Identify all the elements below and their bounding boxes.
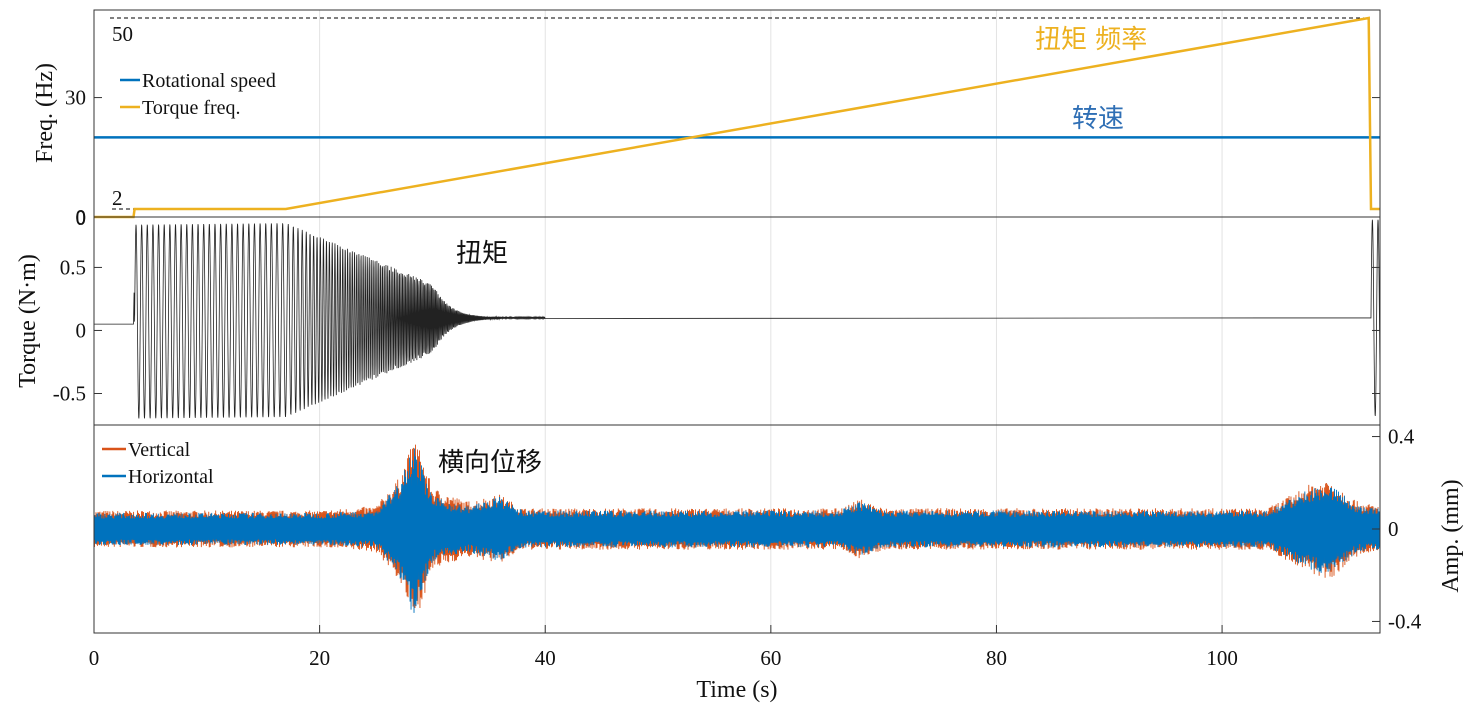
displacement-y-axis-title: Amp. (mm) xyxy=(1438,479,1464,592)
frequency-ticks: 0 30 xyxy=(65,86,1380,229)
torque-ticks: -0.5 0 0.5 0 xyxy=(53,206,1380,405)
torque-series xyxy=(94,219,1381,419)
series-line-torque-freq xyxy=(94,16,1380,219)
torque-y-tick-label-2: 0.5 xyxy=(60,255,86,279)
annotation-torque-frequency: 扭矩 频率 xyxy=(1035,25,1147,55)
torque-y-axis-title: Torque (N·m) xyxy=(15,254,41,388)
x-tick-label-0: 0 xyxy=(89,646,100,670)
amp-y-tick-label-0: -0.4 xyxy=(1388,609,1422,633)
amp-y-tick-label-2: 0.4 xyxy=(1388,425,1415,449)
amp-y-tick-label-1: 0 xyxy=(1388,517,1399,541)
x-axis-title: Time (s) xyxy=(696,677,777,703)
legend-label-horizontal: Horizontal xyxy=(128,466,214,488)
freq-ref-label-50: 50 xyxy=(112,22,133,46)
freq-y-tick-label-0: 0 xyxy=(76,205,87,229)
legend-label-vertical: Vertical xyxy=(128,439,191,461)
torque-y-tick-label-0: -0.5 xyxy=(53,381,86,405)
legend-label-torque-freq: Torque freq. xyxy=(142,97,241,119)
displacement-series xyxy=(93,444,1381,613)
annotation-lateral-displacement: 横向位移 xyxy=(438,448,542,478)
annotation-torque: 扭矩 xyxy=(456,239,508,269)
frequency-axes-frame xyxy=(93,9,1381,218)
displacement-panel: -0.4 0 0.4 0 20 40 60 80 100 Vertical Horizontal… xyxy=(89,424,1464,703)
displacement-legend: Vertical Horizontal xyxy=(102,439,214,488)
legend-label-rotational-speed: Rotational speed xyxy=(142,70,276,92)
x-tick-label-80: 80 xyxy=(986,646,1007,670)
frequency-grid xyxy=(110,10,1370,217)
frequency-y-axis-title: Freq. (Hz) xyxy=(32,63,58,163)
annotation-rotational-speed: 转速 xyxy=(1072,104,1124,134)
frequency-series xyxy=(94,16,1380,219)
x-tick-label-20: 20 xyxy=(309,646,330,670)
torque-y-tick-label-top: 0 xyxy=(76,206,87,230)
series-line-horizontal xyxy=(93,448,1381,613)
torque-y-tick-label-1: 0 xyxy=(76,318,87,342)
frequency-legend: Rotational speed Torque freq. xyxy=(120,70,276,119)
frequency-panel: 0 30 50 2 Rotational speed Torque freq. 扭… xyxy=(32,9,1381,229)
x-tick-label-100: 100 xyxy=(1206,646,1238,670)
x-tick-label-40: 40 xyxy=(535,646,556,670)
freq-ref-label-2: 2 xyxy=(112,186,123,210)
freq-y-tick-label-30: 30 xyxy=(65,86,86,110)
torque-panel: -0.5 0 0.5 0 扭矩 Torque (N·m) xyxy=(15,206,1381,426)
x-tick-label-60: 60 xyxy=(760,646,781,670)
displacement-ticks: -0.4 0 0.4 0 20 40 60 80 100 xyxy=(89,425,1422,670)
series-line-torque xyxy=(94,219,1381,419)
